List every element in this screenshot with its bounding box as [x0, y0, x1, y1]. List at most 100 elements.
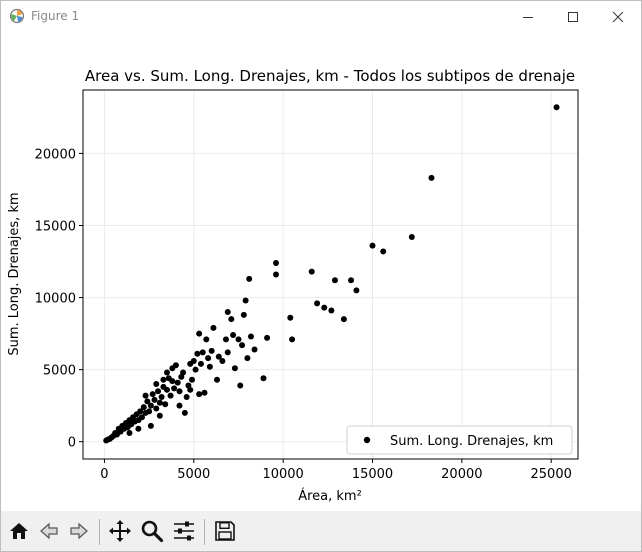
data-point [272, 259, 279, 266]
sliders-icon [174, 521, 194, 541]
data-point [135, 425, 142, 432]
data-point [206, 363, 213, 370]
data-point [162, 401, 169, 408]
home-button[interactable] [5, 517, 33, 545]
data-point [228, 316, 235, 323]
toolbar-separator [99, 519, 100, 545]
data-point [192, 366, 199, 373]
pan-button[interactable] [106, 517, 134, 545]
data-point [222, 336, 229, 343]
y-axis-ticks: 0 5000 10000 15000 20000 [35, 147, 83, 451]
data-point [214, 376, 221, 383]
data-point [205, 355, 212, 362]
x-tick-label: 25000 [531, 467, 572, 482]
data-point [314, 300, 321, 307]
data-point [144, 398, 151, 405]
data-point [244, 355, 251, 362]
data-point [340, 316, 347, 323]
data-point [287, 314, 294, 321]
data-point [201, 389, 208, 396]
save-button[interactable] [211, 517, 239, 545]
configure-subplots-button[interactable] [170, 517, 198, 545]
back-arrow-icon [40, 522, 58, 540]
data-point [428, 174, 435, 181]
y-tick-label: 15000 [35, 219, 76, 234]
window-title: Figure 1 [31, 9, 80, 23]
data-point [187, 360, 194, 367]
data-point [328, 307, 335, 314]
data-point [140, 404, 147, 411]
x-tick-label: 20000 [441, 467, 482, 482]
data-point [155, 388, 162, 395]
data-point [251, 346, 258, 353]
data-point [289, 336, 296, 343]
minimize-icon [523, 16, 533, 18]
data-point [196, 330, 203, 337]
data-point [169, 365, 176, 372]
data-point [176, 402, 183, 409]
data-point [247, 333, 254, 340]
data-point [115, 425, 122, 432]
data-point [156, 399, 163, 406]
data-point [126, 430, 133, 437]
data-point [178, 373, 185, 380]
close-button[interactable] [595, 1, 641, 32]
data-point [181, 409, 188, 416]
data-point [203, 336, 210, 343]
data-point [208, 347, 215, 354]
data-point [380, 248, 387, 255]
y-tick-label: 10000 [35, 292, 76, 307]
data-point [196, 391, 203, 398]
data-point [160, 376, 167, 383]
data-point [353, 287, 360, 294]
data-point [553, 104, 560, 111]
maximize-icon [568, 11, 578, 22]
y-tick-label: 20000 [35, 147, 76, 162]
back-button[interactable] [35, 517, 63, 545]
maximize-button[interactable] [550, 1, 596, 32]
data-point [224, 349, 231, 356]
data-point [176, 388, 183, 395]
legend: Sum. Long. Drenajes, km [346, 425, 573, 455]
data-point [149, 391, 156, 398]
data-point [369, 242, 376, 249]
data-point [272, 271, 279, 278]
data-point [199, 349, 206, 356]
x-axis-label: Área, km² [298, 488, 362, 504]
data-point [235, 336, 242, 343]
x-tick-label: 15000 [352, 467, 393, 482]
title-bar[interactable]: Figure 1 [1, 1, 641, 32]
chart-title: Area vs. Sum. Long. Drenajes, km - Todos… [85, 67, 575, 85]
move-icon [109, 520, 131, 542]
data-point [163, 369, 170, 376]
plot-canvas[interactable]: Area vs. Sum. Long. Drenajes, km - Todos… [1, 32, 641, 511]
data-point [230, 332, 237, 339]
x-tick-label: 5000 [177, 467, 210, 482]
data-point [171, 385, 178, 392]
data-point [408, 234, 415, 241]
data-point [167, 392, 174, 399]
data-point [240, 311, 247, 318]
data-point [224, 308, 231, 315]
y-tick-label: 0 [68, 436, 76, 451]
forward-button[interactable] [65, 517, 93, 545]
data-point [151, 396, 158, 403]
data-point [153, 381, 160, 388]
x-tick-label: 10000 [262, 467, 303, 482]
zoom-button[interactable] [138, 517, 166, 545]
data-point [153, 405, 160, 412]
data-point [210, 324, 217, 331]
x-axis-ticks: 0 5000 10000 15000 20000 25000 [100, 459, 572, 482]
minimize-button[interactable] [505, 1, 551, 32]
data-point [142, 392, 149, 399]
data-point [147, 402, 154, 409]
axes-frame [82, 89, 579, 460]
data-point [348, 277, 355, 284]
scatter-chart[interactable]: Area vs. Sum. Long. Drenajes, km - Todos… [1, 32, 641, 511]
data-point [103, 437, 110, 444]
x-tick-label: 0 [100, 467, 108, 482]
home-icon [10, 523, 28, 539]
data-point [156, 412, 163, 419]
data-point [246, 275, 253, 282]
